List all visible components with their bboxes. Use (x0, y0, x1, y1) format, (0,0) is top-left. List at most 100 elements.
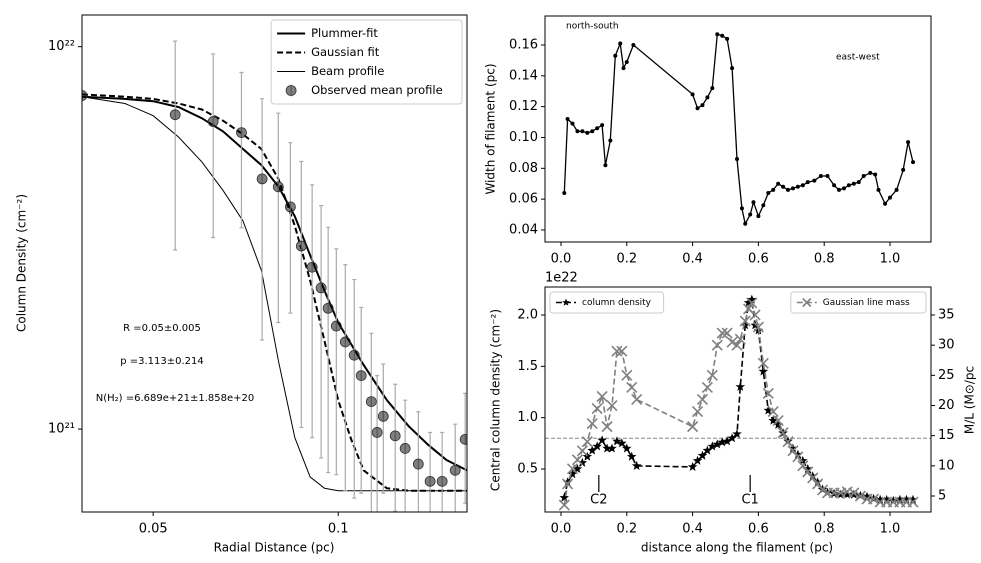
y-axis-label: Width of filament (pc) (484, 63, 498, 194)
data-point (722, 436, 732, 446)
annotation: R =0.05±0.005 (123, 323, 201, 334)
y-tick-label: 0.12 (509, 99, 538, 114)
data-point (756, 214, 761, 219)
data-point (562, 190, 567, 195)
core-label: C1 (741, 493, 758, 508)
data-point (732, 429, 742, 439)
x-tick-label: 0.8 (814, 252, 835, 267)
x-tick-label: 0.6 (748, 252, 769, 267)
data-point (782, 436, 794, 448)
data-point (580, 129, 585, 134)
data-point (752, 321, 764, 333)
data-point (710, 86, 715, 91)
data-point (731, 339, 743, 351)
data-point (295, 240, 307, 252)
data-point (726, 336, 738, 348)
y2-tick-label: 30 (938, 338, 955, 353)
y-axis-label: Central column density (cm⁻²) (489, 309, 503, 491)
data-point (284, 201, 296, 213)
data-point (868, 170, 873, 175)
y2-tick-label: 20 (938, 398, 955, 413)
data-point (590, 129, 595, 134)
data-point (399, 443, 411, 454)
data-point (348, 349, 360, 361)
error-bar (211, 53, 216, 239)
data-point (800, 183, 805, 188)
data-point (702, 445, 713, 455)
data-point (803, 464, 813, 473)
data-point (793, 449, 803, 459)
data-point (330, 320, 342, 332)
annotation: east-west (836, 53, 880, 63)
data-point (701, 381, 713, 393)
error-bar (359, 306, 364, 494)
data-point (739, 206, 744, 211)
data-point (687, 421, 699, 433)
legend-box (790, 291, 927, 314)
error-bar (343, 264, 348, 492)
data-point (854, 490, 866, 502)
data-point (875, 494, 885, 504)
data-point (424, 475, 436, 487)
legend-label: Gaussian fit (311, 45, 380, 59)
data-point (595, 126, 600, 131)
y-tick-label: 2.0 (517, 308, 538, 323)
data-point (798, 455, 808, 465)
error-bar (393, 383, 398, 512)
data-point (621, 369, 633, 381)
data-point (743, 297, 754, 307)
data-point (591, 402, 603, 415)
error-bar (326, 226, 331, 474)
series-line (563, 33, 914, 226)
y2-axis-label: M/L (M⊙/pc (963, 366, 977, 434)
y-tick-label: 10²¹ (48, 422, 75, 437)
data-point (818, 174, 823, 179)
error-bar (310, 184, 315, 439)
legend-box (270, 19, 463, 105)
data-point (711, 339, 723, 351)
data-point (907, 496, 919, 508)
y-tick-label: 1.5 (517, 359, 538, 374)
y-tick-label: 0.04 (509, 222, 538, 237)
data-point (706, 369, 718, 381)
data-point (762, 387, 774, 400)
data-point (763, 405, 773, 415)
x-tick-label: 0.6 (748, 522, 769, 537)
data-point (748, 212, 753, 217)
data-point (627, 451, 637, 461)
data-point (576, 445, 588, 457)
error-bar (239, 71, 244, 229)
data-point (622, 443, 632, 453)
data-point (832, 183, 837, 188)
data-point (365, 396, 377, 407)
data-point (766, 190, 771, 195)
data-point (707, 441, 718, 451)
x-tick-label: 0.4 (682, 522, 703, 537)
data-point (906, 140, 911, 145)
legend-label: column density (582, 298, 652, 308)
data-point (888, 495, 899, 505)
y-tick-label: 0.14 (509, 68, 538, 83)
data-point (781, 184, 786, 189)
x-tick-label: 0.0 (551, 522, 572, 537)
data-point (795, 184, 800, 189)
data-point (616, 345, 628, 357)
error-bar (453, 423, 458, 512)
data-point (757, 357, 769, 369)
data-point (771, 187, 776, 192)
chart-panel: 0.05 0.1 10²¹ 10²² Radial Distance (pc) Colum… (15, 14, 468, 555)
annotation: north-south (566, 22, 619, 32)
data-point (558, 499, 570, 511)
offset-text: 1e22 (545, 271, 578, 286)
data-point (735, 381, 746, 391)
y-tick-label: 0.06 (509, 192, 538, 207)
data-point (720, 33, 725, 38)
data-point (715, 32, 720, 37)
plot-frame (81, 14, 468, 513)
data-point (805, 180, 810, 185)
x-axis-label: distance along the filament (pc) (641, 541, 833, 555)
data-point (768, 415, 778, 425)
x-tick-label: 0.2 (616, 252, 637, 267)
data-point (412, 458, 424, 470)
data-point (606, 399, 618, 412)
